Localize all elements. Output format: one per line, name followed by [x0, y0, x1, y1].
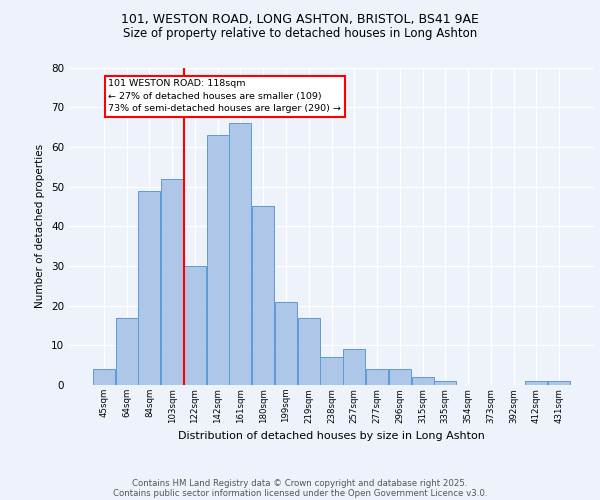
Text: Contains public sector information licensed under the Open Government Licence v3: Contains public sector information licen…	[113, 488, 487, 498]
Text: Size of property relative to detached houses in Long Ashton: Size of property relative to detached ho…	[123, 28, 477, 40]
Bar	[206, 135, 229, 385]
Bar	[343, 350, 365, 385]
Bar	[366, 369, 388, 385]
Bar	[298, 318, 320, 385]
Text: 101 WESTON ROAD: 118sqm
← 27% of detached houses are smaller (109)
73% of semi-d: 101 WESTON ROAD: 118sqm ← 27% of detache…	[109, 80, 341, 114]
Bar	[252, 206, 274, 385]
Y-axis label: Number of detached properties: Number of detached properties	[35, 144, 46, 308]
Bar	[548, 381, 570, 385]
Bar	[275, 302, 297, 385]
Bar	[320, 357, 343, 385]
Bar	[229, 123, 251, 385]
Bar	[116, 318, 138, 385]
Text: Contains HM Land Registry data © Crown copyright and database right 2025.: Contains HM Land Registry data © Crown c…	[132, 478, 468, 488]
Bar	[161, 178, 183, 385]
Bar	[93, 369, 115, 385]
X-axis label: Distribution of detached houses by size in Long Ashton: Distribution of detached houses by size …	[178, 431, 485, 441]
Text: 101, WESTON ROAD, LONG ASHTON, BRISTOL, BS41 9AE: 101, WESTON ROAD, LONG ASHTON, BRISTOL, …	[121, 12, 479, 26]
Bar	[389, 369, 411, 385]
Bar	[139, 190, 160, 385]
Bar	[434, 381, 457, 385]
Bar	[525, 381, 547, 385]
Bar	[412, 377, 434, 385]
Bar	[184, 266, 206, 385]
